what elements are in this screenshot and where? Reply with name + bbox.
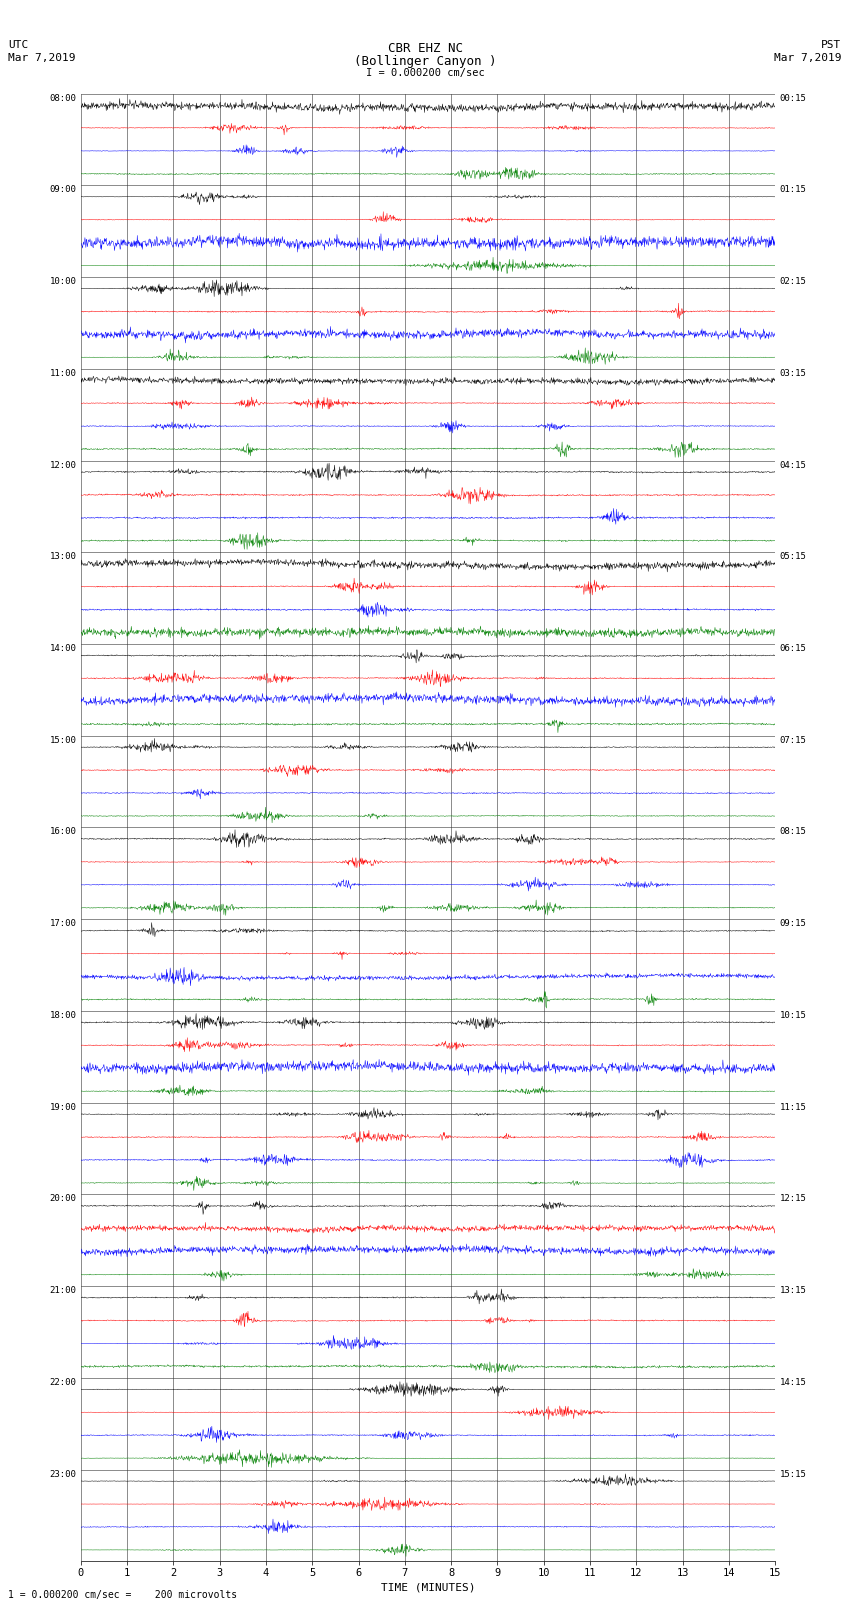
Text: 02:15: 02:15 xyxy=(779,277,807,286)
Text: 04:15: 04:15 xyxy=(779,461,807,469)
Text: 23:00: 23:00 xyxy=(49,1469,76,1479)
Text: UTC: UTC xyxy=(8,40,29,50)
Text: 19:00: 19:00 xyxy=(49,1103,76,1111)
Text: 07:15: 07:15 xyxy=(779,736,807,745)
Text: Mar 7,2019: Mar 7,2019 xyxy=(774,53,842,63)
Text: 12:00: 12:00 xyxy=(49,461,76,469)
Text: 03:15: 03:15 xyxy=(779,369,807,377)
Text: 15:00: 15:00 xyxy=(49,736,76,745)
Text: 17:00: 17:00 xyxy=(49,919,76,927)
Text: 13:15: 13:15 xyxy=(779,1286,807,1295)
Text: PST: PST xyxy=(821,40,842,50)
Text: 13:00: 13:00 xyxy=(49,552,76,561)
Text: 05:15: 05:15 xyxy=(779,552,807,561)
Text: 21:00: 21:00 xyxy=(49,1286,76,1295)
Text: Mar 7,2019: Mar 7,2019 xyxy=(8,53,76,63)
Text: 1 = 0.000200 cm/sec =    200 microvolts: 1 = 0.000200 cm/sec = 200 microvolts xyxy=(8,1590,238,1600)
X-axis label: TIME (MINUTES): TIME (MINUTES) xyxy=(381,1582,475,1592)
Text: I = 0.000200 cm/sec: I = 0.000200 cm/sec xyxy=(366,68,484,77)
Text: 18:00: 18:00 xyxy=(49,1011,76,1019)
Text: 14:00: 14:00 xyxy=(49,644,76,653)
Text: 08:00: 08:00 xyxy=(49,94,76,103)
Text: 09:15: 09:15 xyxy=(779,919,807,927)
Text: 01:15: 01:15 xyxy=(779,185,807,194)
Text: 06:15: 06:15 xyxy=(779,644,807,653)
Text: 20:00: 20:00 xyxy=(49,1194,76,1203)
Text: 12:15: 12:15 xyxy=(779,1194,807,1203)
Text: 09:00: 09:00 xyxy=(49,185,76,194)
Text: 11:00: 11:00 xyxy=(49,369,76,377)
Text: 08:15: 08:15 xyxy=(779,827,807,837)
Text: (Bollinger Canyon ): (Bollinger Canyon ) xyxy=(354,55,496,68)
Text: CBR EHZ NC: CBR EHZ NC xyxy=(388,42,462,55)
Text: 10:00: 10:00 xyxy=(49,277,76,286)
Text: 11:15: 11:15 xyxy=(779,1103,807,1111)
Text: 22:00: 22:00 xyxy=(49,1378,76,1387)
Text: 00:15: 00:15 xyxy=(779,94,807,103)
Text: 14:15: 14:15 xyxy=(779,1378,807,1387)
Text: 16:00: 16:00 xyxy=(49,827,76,837)
Text: 10:15: 10:15 xyxy=(779,1011,807,1019)
Text: 15:15: 15:15 xyxy=(779,1469,807,1479)
